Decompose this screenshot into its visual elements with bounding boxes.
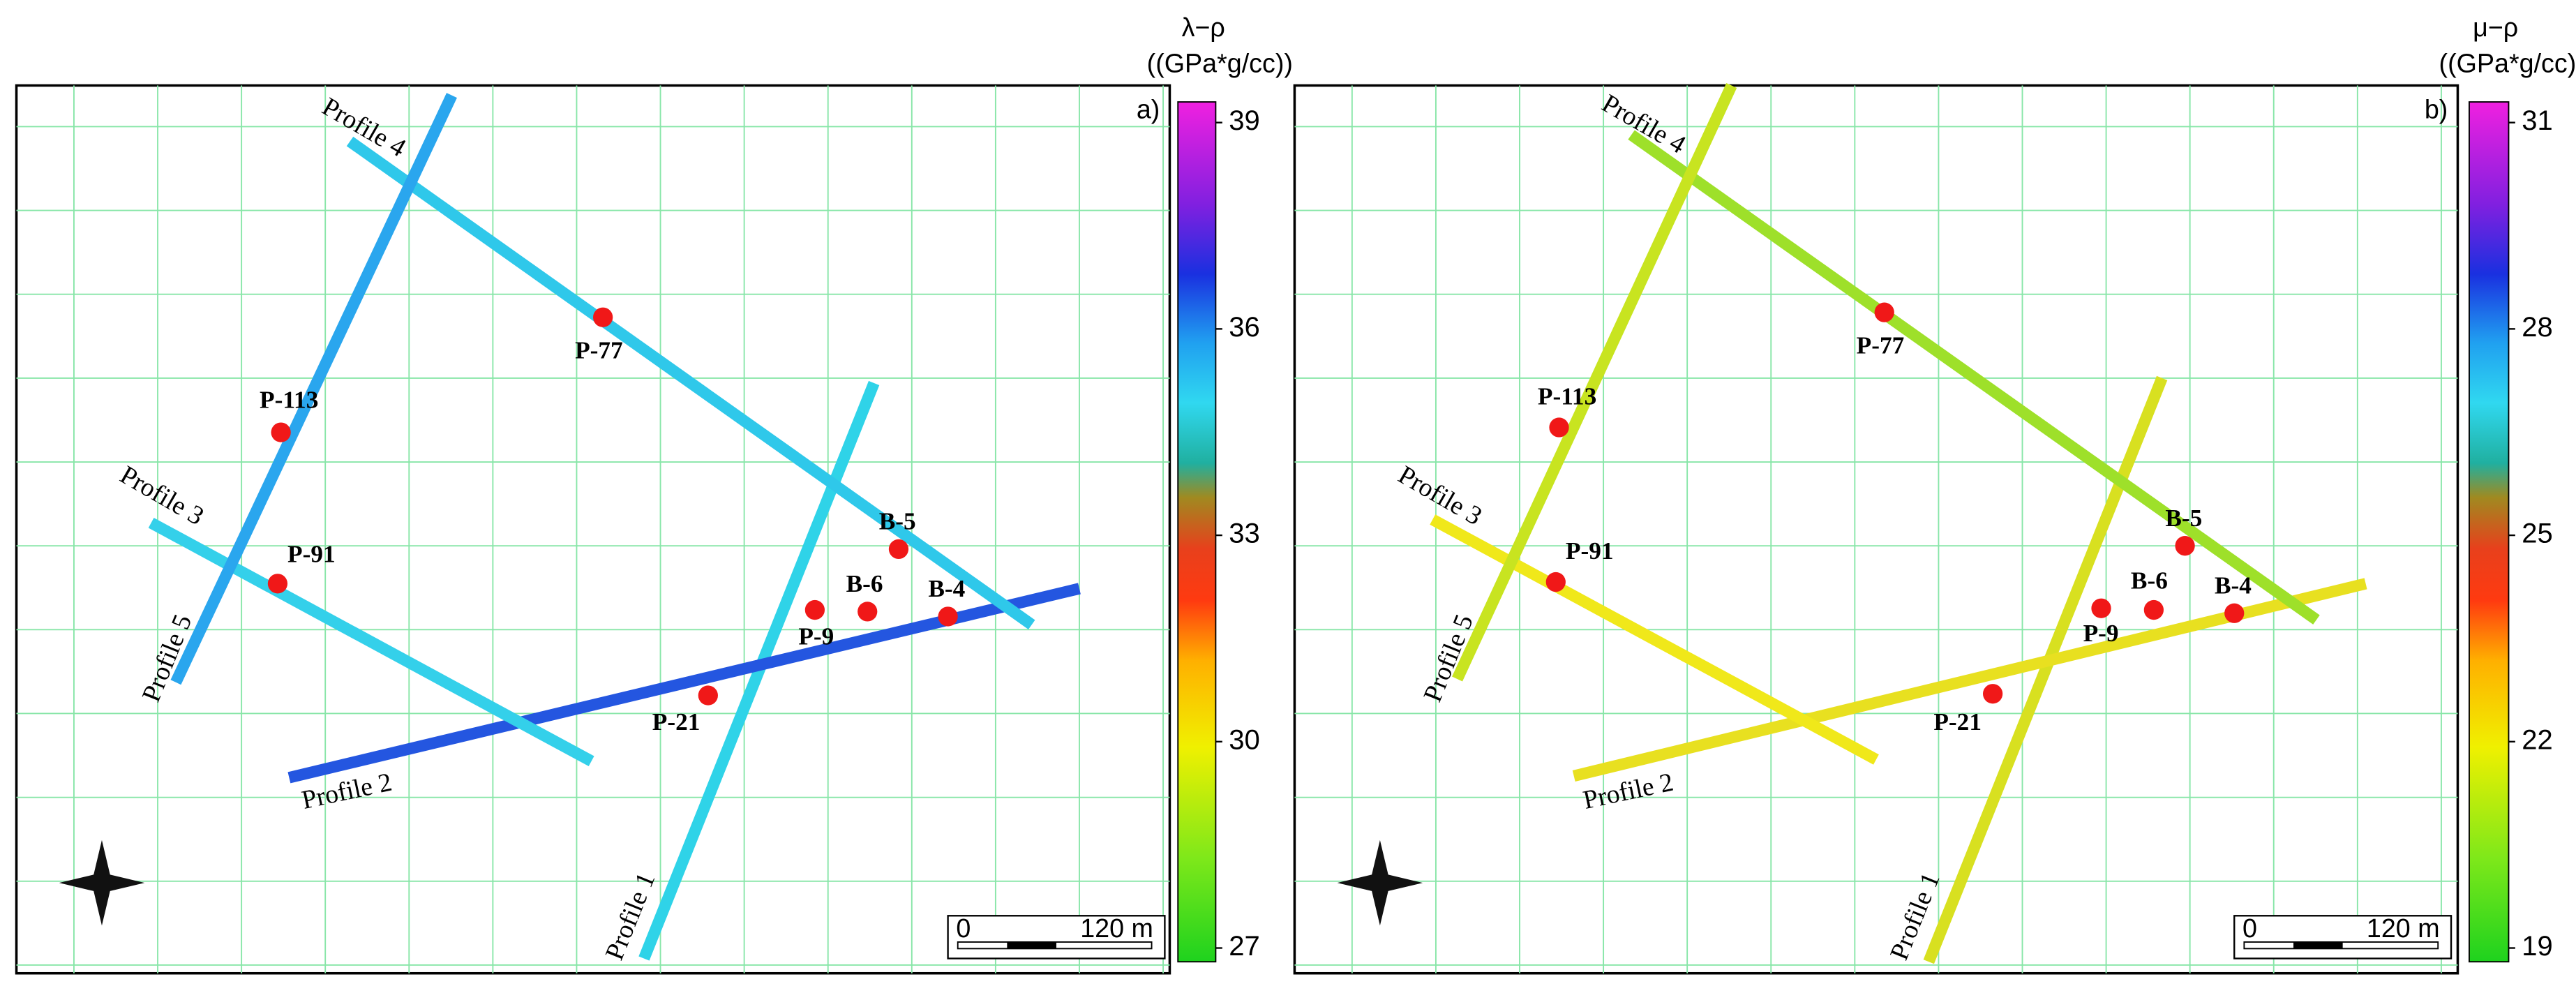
- colorbar-tick-label: 25: [2522, 518, 2553, 549]
- scale-bar: [2293, 941, 2343, 949]
- colorbar-tick-label: 28: [2522, 312, 2553, 343]
- well-marker: [271, 422, 291, 442]
- colorbar-tick-label: 39: [1229, 105, 1260, 136]
- well-marker: [2091, 598, 2111, 618]
- profile-line: [1923, 375, 2168, 964]
- profile-line: [1628, 130, 2320, 625]
- well-marker: [1874, 302, 1894, 322]
- well-marker: [2224, 603, 2245, 623]
- colorbar-tick-label: 33: [1229, 518, 1260, 549]
- well-label: P-77: [575, 337, 623, 364]
- scale-box: [947, 915, 1166, 960]
- well-label: B-4: [2215, 572, 2252, 599]
- colorbar-tick-label: 27: [1229, 931, 1260, 962]
- well-marker: [938, 606, 958, 627]
- well-label: P-9: [2083, 620, 2119, 647]
- compass-rose: [1337, 839, 1423, 926]
- panel-label: a): [1137, 95, 1160, 124]
- colorbar-unit: ((GPa*g/cc)): [2439, 49, 2576, 78]
- well-marker: [1982, 684, 2003, 704]
- profile-line: [346, 136, 1035, 629]
- well-label: B-6: [846, 570, 883, 597]
- colorbar-tick-label: 31: [2522, 105, 2553, 136]
- panel-label: b): [2425, 95, 2448, 124]
- well-label: B-5: [2165, 505, 2202, 532]
- profile-line: [148, 517, 594, 767]
- colorbar-tick-label: 30: [1229, 724, 1260, 755]
- well-label: B-4: [928, 575, 965, 602]
- well-label: P-113: [260, 386, 318, 413]
- scale-start: 0: [2242, 913, 2257, 943]
- well-marker: [593, 307, 613, 327]
- well-label: P-21: [652, 708, 701, 736]
- well-marker: [698, 685, 718, 705]
- colorbar: [1177, 101, 1217, 963]
- scale-length: 120 m: [2367, 913, 2440, 943]
- scale-start: 0: [956, 913, 971, 943]
- map-frame: [15, 84, 1171, 975]
- well-label: B-6: [2131, 567, 2168, 594]
- colorbar-tick-label: 36: [1229, 312, 1260, 343]
- colorbar-unit: ((GPa*g/cc)): [1147, 49, 1293, 78]
- colorbar-title: μ−ρ: [2473, 13, 2518, 42]
- scale-box: [2233, 915, 2453, 960]
- colorbar-tick-label: 19: [2522, 931, 2553, 962]
- well-marker: [1545, 572, 1566, 592]
- map-frame: [1293, 84, 2459, 975]
- well-label: B-5: [879, 508, 916, 535]
- well-marker: [2143, 599, 2164, 620]
- well-label: P-9: [798, 623, 834, 650]
- well-marker: [1549, 417, 1569, 438]
- well-label: P-77: [1857, 332, 1905, 359]
- well-marker: [267, 574, 288, 594]
- well-label: P-91: [1566, 537, 1614, 565]
- well-label: P-91: [287, 541, 336, 568]
- well-marker: [888, 539, 909, 560]
- scale-length: 120 m: [1080, 913, 1153, 943]
- profile-line: [170, 93, 457, 685]
- colorbar-title: λ−ρ: [1182, 13, 1225, 42]
- well-marker: [804, 599, 825, 620]
- profile-line: [1452, 83, 1737, 682]
- well-marker: [2175, 536, 2195, 556]
- colorbar: [2469, 101, 2510, 963]
- well-label: P-113: [1538, 383, 1596, 410]
- scale-bar: [1007, 941, 1057, 949]
- compass-rose: [59, 839, 145, 926]
- well-marker: [858, 602, 878, 622]
- colorbar-tick-label: 22: [2522, 724, 2553, 755]
- well-label: P-21: [1933, 708, 1982, 736]
